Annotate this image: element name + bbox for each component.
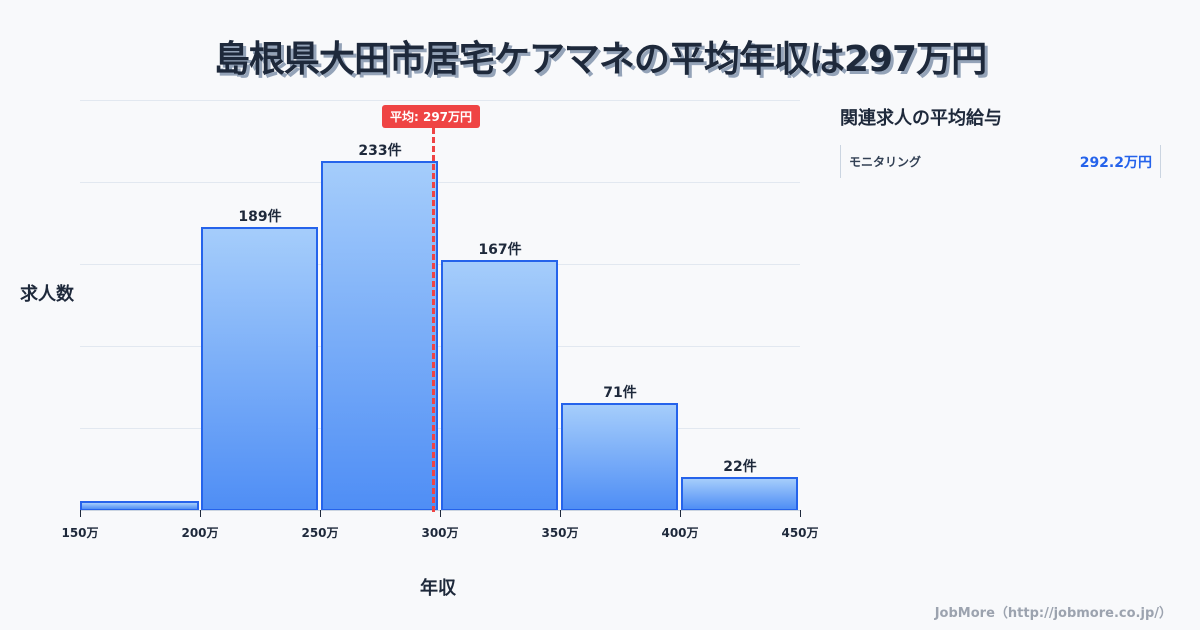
- bar-value-label: 22件: [723, 459, 757, 475]
- related-salary-item[interactable]: モニタリング 292.2万円: [840, 145, 1161, 178]
- bar-value-label: 189件: [238, 209, 282, 225]
- bar-400-450[interactable]: [681, 477, 798, 511]
- x-tick: [440, 510, 441, 517]
- gridline: [80, 264, 800, 265]
- gridline: [80, 100, 800, 101]
- x-tick: [80, 510, 81, 517]
- average-badge: 平均: 297万円: [382, 105, 481, 128]
- x-tick: [800, 510, 801, 517]
- x-tick-label: 200万: [181, 526, 219, 540]
- x-tick-label: 300万: [421, 526, 459, 540]
- x-tick: [680, 510, 681, 517]
- x-tick-label: 400万: [661, 526, 699, 540]
- gridline: [80, 428, 800, 429]
- x-tick-label: 350万: [541, 526, 579, 540]
- gridline: [80, 346, 800, 347]
- chart-title: 島根県大田市居宅ケアマネの平均年収は297万円: [213, 39, 987, 80]
- bar-200-250[interactable]: [201, 227, 318, 511]
- y-axis-label: 求人数: [20, 284, 74, 305]
- bar-value-label: 167件: [478, 242, 522, 258]
- bar-value-label: 233件: [358, 143, 402, 159]
- x-tick: [200, 510, 201, 517]
- bar-250-300[interactable]: [321, 161, 438, 511]
- related-salary-title: 関連求人の平均給与: [840, 108, 1002, 129]
- bar-value-label: 71件: [603, 385, 637, 401]
- bar-350-400[interactable]: [561, 403, 678, 511]
- x-tick-label: 150万: [61, 526, 99, 540]
- x-tick: [560, 510, 561, 517]
- x-tick: [320, 510, 321, 517]
- related-job-name: モニタリング: [849, 155, 922, 169]
- related-job-salary: 292.2万円: [1079, 154, 1152, 171]
- footer-credit: JobMore（http://jobmore.co.jp/）: [934, 606, 1172, 621]
- x-axis-label: 年収: [420, 578, 456, 599]
- x-tick-label: 250万: [301, 526, 339, 540]
- x-tick-label: 450万: [781, 526, 819, 540]
- average-line: [432, 128, 435, 512]
- gridline: [80, 182, 800, 183]
- bar-300-350[interactable]: [441, 260, 558, 511]
